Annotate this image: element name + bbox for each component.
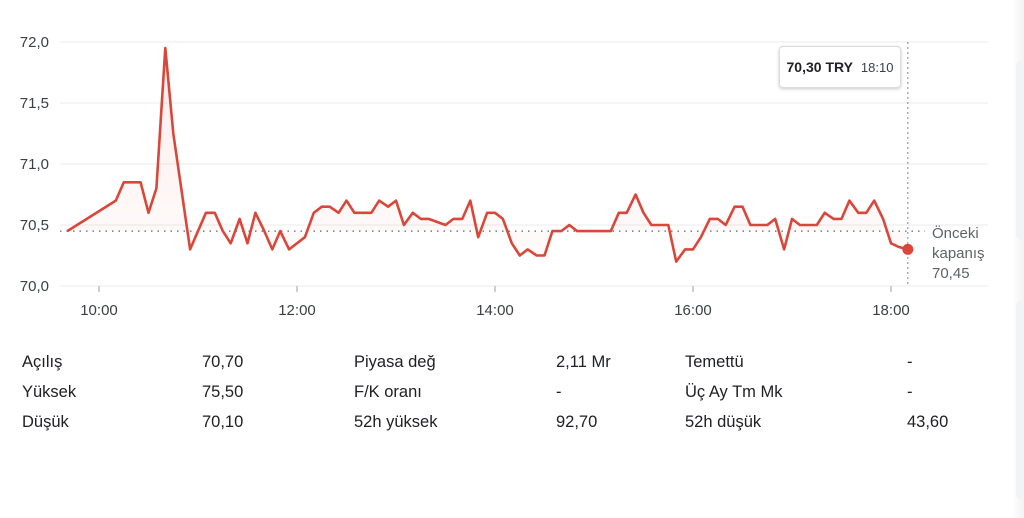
stat-value-market-cap: 2,11 Mr: [556, 353, 611, 371]
previous-close-label-line2: kapanış: [932, 245, 985, 262]
y-axis-ticks: 70,0 70,5 71,0 71,5 72,0: [20, 34, 49, 295]
adjacent-card-edge: [1016, 300, 1024, 500]
stat-label-dividend: Temettü: [685, 353, 744, 371]
stat-label-low: Düşük: [22, 413, 69, 431]
stats-table: Açılış 70,70 Piyasa değ 2,11 Mr Temettü …: [22, 350, 982, 440]
hover-point: [902, 243, 914, 255]
stat-value-pe-ratio: -: [556, 383, 562, 401]
stat-value-low: 70,10: [202, 413, 244, 431]
price-tooltip: 70,30 TRY 18:10: [779, 46, 901, 88]
stat-label-high: Yüksek: [22, 383, 77, 401]
tooltip-time: 18:10: [860, 59, 894, 75]
stat-value-dividend: -: [907, 353, 913, 371]
price-chart[interactable]: 70,0 70,5 71,0 71,5 72,0 10:00 12:00 14:00 16:0…: [0, 0, 1024, 340]
stat-value-52w-high: 92,70: [556, 413, 598, 431]
y-tick-label: 70,5: [20, 217, 49, 234]
stat-label-quarterly-dividend: Üç Ay Tm Mk: [685, 383, 783, 401]
x-axis-ticks: 10:00 12:00 14:00 16:00 18:00: [80, 286, 910, 319]
previous-close-label-line1: Önceki: [932, 225, 979, 242]
adjacent-card-edge: [1016, 60, 1024, 240]
price-area-fill: [67, 48, 908, 262]
previous-close-label: Önceki kapanış 70,45: [932, 224, 1002, 284]
x-tick-label: 18:00: [872, 302, 910, 319]
tooltip-price: 70,30 TRY: [786, 59, 853, 75]
x-tick-label: 16:00: [674, 302, 712, 319]
previous-close-value: 70,45: [932, 265, 970, 282]
stat-value-52w-low: 43,60: [907, 413, 949, 431]
x-tick-label: 14:00: [476, 302, 514, 319]
y-tick-label: 70,0: [20, 278, 49, 295]
x-tick-label: 10:00: [80, 302, 118, 319]
stat-value-high: 75,50: [202, 383, 244, 401]
stats-row: Açılış 70,70 Piyasa değ 2,11 Mr Temettü …: [22, 350, 982, 380]
stat-label-open: Açılış: [22, 353, 63, 371]
stat-value-quarterly-dividend: -: [907, 383, 913, 401]
stat-label-pe-ratio: F/K oranı: [354, 383, 422, 401]
y-tick-label: 71,0: [20, 156, 49, 173]
x-tick-label: 12:00: [278, 302, 316, 319]
stat-label-52w-low: 52h düşük: [685, 413, 762, 431]
price-series-line[interactable]: [66, 46, 909, 263]
stat-label-market-cap: Piyasa değ: [354, 353, 436, 371]
stat-label-52w-high: 52h yüksek: [354, 413, 438, 431]
stats-row: Düşük 70,10 52h yüksek 92,70 52h düşük 4…: [22, 410, 982, 440]
y-tick-label: 71,5: [20, 95, 49, 112]
stats-row: Yüksek 75,50 F/K oranı - Üç Ay Tm Mk -: [22, 380, 982, 410]
stat-value-open: 70,70: [202, 353, 244, 371]
y-tick-label: 72,0: [20, 34, 49, 51]
